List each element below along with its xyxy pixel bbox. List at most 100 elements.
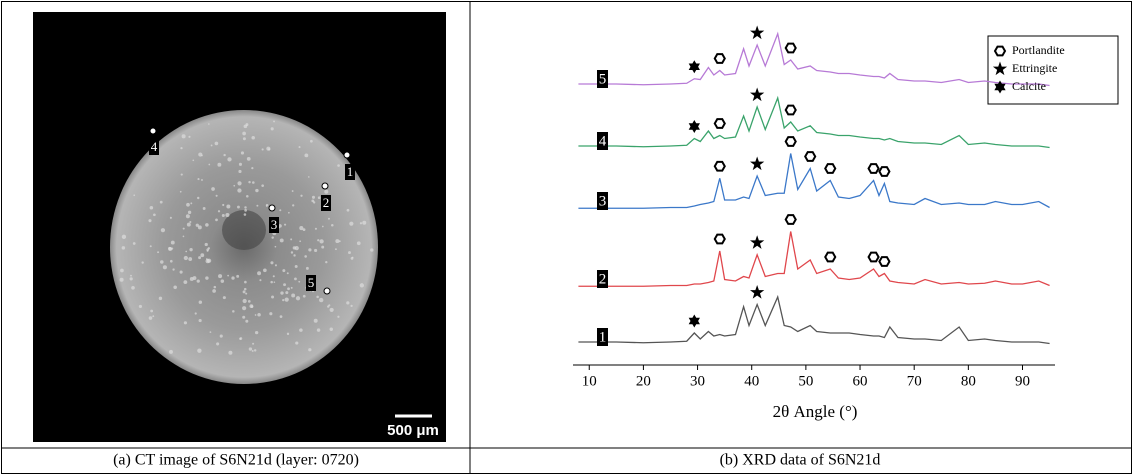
curve-label: 4 — [599, 133, 607, 149]
speckle — [349, 221, 354, 226]
peak-marker — [713, 53, 726, 64]
x-tick-label: 40 — [744, 373, 759, 389]
speckle — [228, 350, 233, 355]
speckle — [159, 200, 163, 204]
speckle — [319, 239, 324, 244]
speckle — [214, 141, 219, 146]
speckle — [370, 248, 374, 252]
speckle — [261, 148, 264, 151]
speckle — [321, 245, 325, 249]
point-label: 4 — [151, 139, 158, 154]
speckle — [201, 179, 203, 181]
legend — [987, 35, 1119, 105]
speckle — [148, 316, 153, 320]
speckle — [270, 127, 274, 131]
core — [222, 210, 266, 250]
speckle — [299, 240, 302, 243]
speckle — [300, 194, 303, 197]
legend-symbol — [992, 61, 1008, 76]
speckle — [138, 304, 143, 309]
x-tick-label: 50 — [798, 373, 813, 389]
speckle — [217, 210, 221, 213]
speckle — [291, 293, 296, 298]
sample-point — [268, 204, 276, 212]
speckle — [338, 240, 341, 243]
speckle — [215, 194, 218, 197]
xrd-curve — [578, 153, 1050, 209]
peak-marker — [804, 151, 817, 162]
speckle — [248, 347, 253, 351]
speckle — [286, 332, 290, 336]
speckle — [196, 279, 200, 283]
speckle — [255, 188, 259, 193]
speckle — [210, 144, 213, 147]
speckle — [329, 307, 334, 313]
point-label: 2 — [323, 195, 330, 210]
speckle — [324, 189, 329, 194]
speckle — [183, 255, 188, 261]
peak-marker — [824, 163, 837, 174]
speckle — [198, 300, 203, 304]
speckle — [237, 188, 242, 193]
speckle — [237, 181, 242, 186]
sample-point — [343, 151, 351, 159]
speckle — [294, 246, 299, 251]
speckle — [189, 247, 193, 252]
speckle — [304, 153, 309, 158]
sample-point — [149, 127, 157, 135]
speckle — [311, 195, 316, 199]
curve-label: 3 — [599, 193, 607, 209]
speckle — [251, 349, 254, 352]
speckle — [130, 274, 132, 277]
speckle — [245, 319, 249, 323]
curve-label: 5 — [599, 71, 607, 87]
speckle — [189, 220, 192, 223]
curve-label-box — [597, 328, 608, 346]
speckle — [212, 289, 216, 293]
peak-marker — [824, 251, 837, 263]
speckle — [153, 213, 156, 217]
speckle — [279, 209, 282, 212]
speckle — [254, 330, 259, 335]
speckle — [282, 298, 285, 302]
speckle — [295, 341, 299, 345]
sample-point — [323, 287, 331, 295]
speckle — [351, 256, 354, 259]
speckle — [329, 327, 333, 331]
speckle — [279, 238, 284, 243]
speckle — [149, 206, 154, 210]
speckle — [180, 173, 183, 176]
speckle — [194, 312, 197, 315]
speckle — [189, 277, 194, 281]
speckle — [279, 315, 283, 319]
speckle — [307, 176, 310, 178]
speckle — [280, 291, 284, 295]
speckle — [183, 321, 188, 325]
legend-symbol — [994, 80, 1006, 94]
x-axis-label: 2θ Angle (°) — [773, 402, 858, 421]
speckle — [179, 270, 183, 274]
speckle — [215, 218, 218, 222]
speckle — [231, 276, 235, 280]
point-label: 5 — [308, 275, 315, 290]
peak-marker — [750, 25, 765, 40]
speckle — [120, 268, 124, 273]
speckle — [327, 217, 330, 220]
sample-point — [321, 182, 329, 190]
speckle — [129, 277, 133, 281]
speckle — [346, 301, 350, 305]
speckle — [283, 283, 287, 287]
speckle — [180, 147, 183, 150]
speckle — [305, 266, 309, 270]
speckle — [185, 214, 190, 219]
speckle — [256, 204, 259, 207]
speckle — [295, 296, 301, 301]
x-tick-label: 20 — [636, 373, 651, 389]
speckle — [285, 291, 289, 295]
speckle — [197, 178, 200, 181]
speckle — [298, 146, 301, 149]
speckle — [248, 180, 251, 184]
speckle — [206, 258, 212, 263]
speckle — [170, 240, 175, 245]
